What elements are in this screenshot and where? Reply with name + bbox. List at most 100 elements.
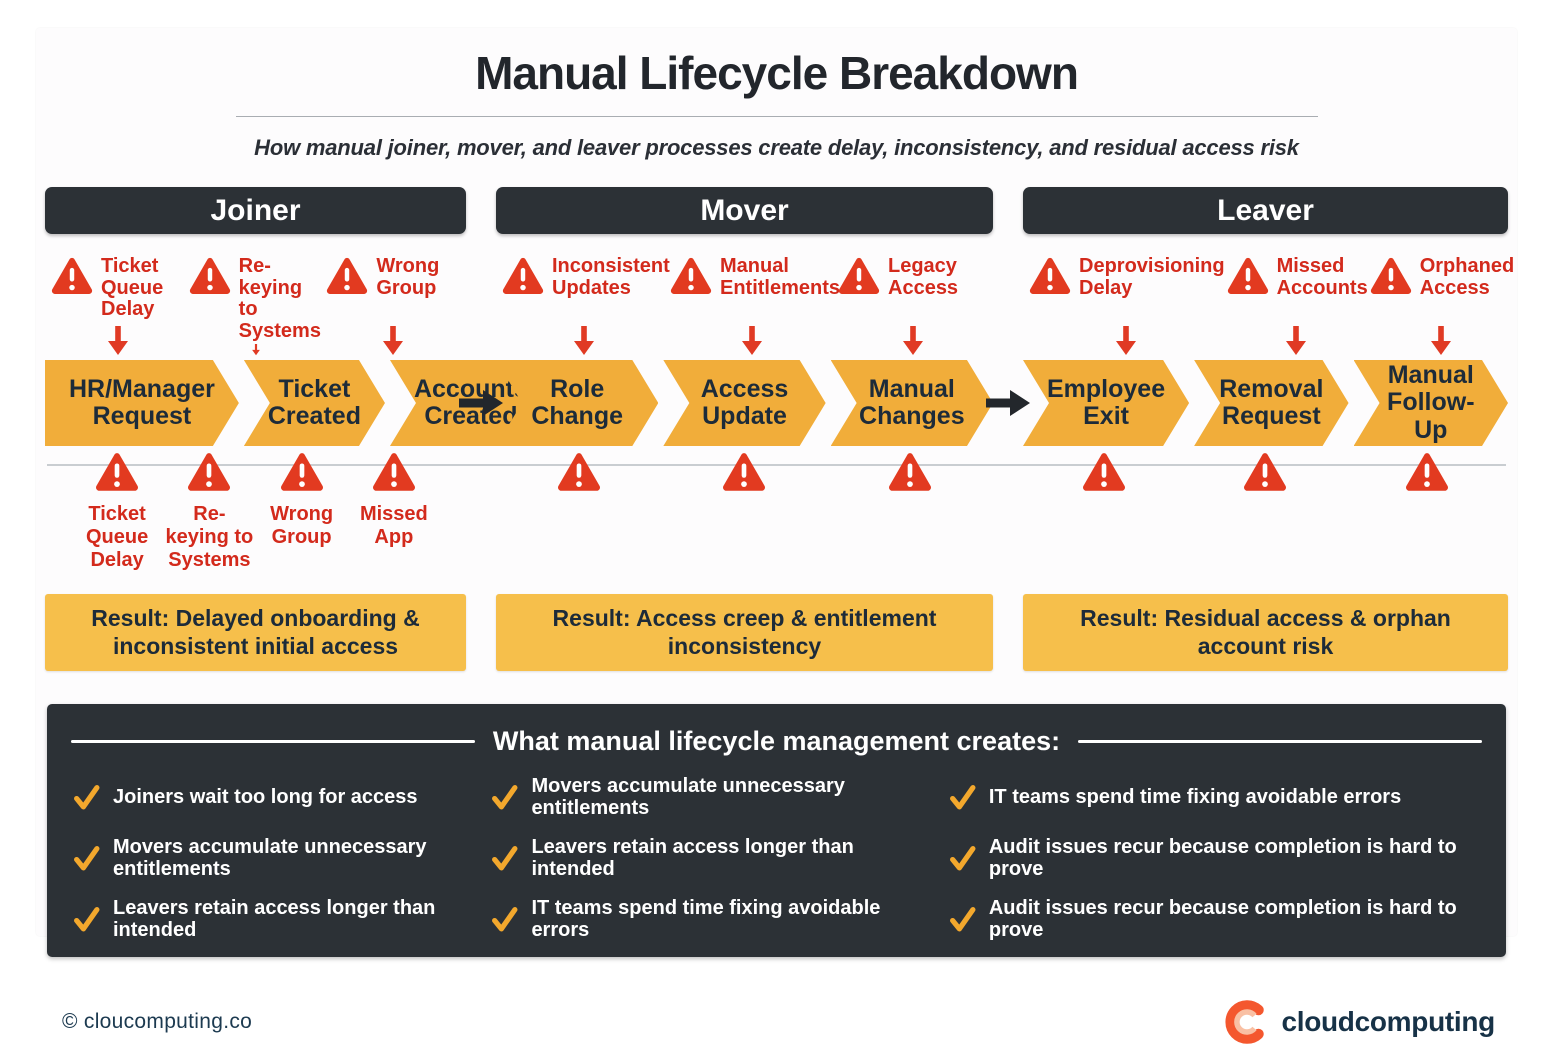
summary-item: Audit issues recur because completion is… xyxy=(949,836,1480,880)
summary-item-label: Movers accumulate unnecessary entitlemen… xyxy=(113,836,427,880)
step-chevron: Removal Request xyxy=(1194,360,1348,446)
summary-panel-header: What manual lifecycle management creates… xyxy=(47,722,1506,767)
checkmark-icon xyxy=(73,784,100,811)
leaver-result: Result: Residual access & orphan account… xyxy=(1023,594,1508,671)
warning-label: Wrong Group xyxy=(376,255,440,299)
result-label: Result: Access creep & entitlement incon… xyxy=(552,604,937,659)
warning-label: Re-keying to Systems xyxy=(165,503,254,571)
summary-item: Movers accumulate unnecessary entitlemen… xyxy=(491,775,934,819)
mover-bottom-warnings xyxy=(496,446,993,594)
warning-triangle-icon xyxy=(96,453,139,491)
warning-label: Deprovisioning Delay xyxy=(1079,255,1225,299)
warning-label: Wrong Group xyxy=(270,503,334,548)
mover-result: Result: Access creep & entitlement incon… xyxy=(496,594,993,671)
down-arrow-icon xyxy=(742,326,762,355)
warning-triangle-icon xyxy=(723,453,766,491)
summary-item-label: Joiners wait too long for access xyxy=(113,786,418,808)
flow-arrow-icon xyxy=(986,390,1030,416)
section-header-leaver: Leaver xyxy=(1023,187,1508,234)
joiner-to-mover-arrow xyxy=(459,360,503,446)
mover-top-warnings: Inconsistent Updates Manual Entitlements… xyxy=(496,234,993,360)
warning-triangle-icon xyxy=(372,453,415,491)
warning xyxy=(1080,449,1128,594)
step-chevron: Access Update xyxy=(663,360,825,446)
result-label: Result: Residual access & orphan account… xyxy=(1080,604,1451,659)
subtitle: How manual joiner, mover, and leaver pro… xyxy=(254,135,1299,160)
warning-label: Manual Entitlements xyxy=(720,255,841,299)
leaver-top-warnings: Deprovisioning Delay Missed Accounts Orp… xyxy=(1023,234,1514,360)
warning: Wrong Group xyxy=(324,254,462,356)
summary-item: Joiners wait too long for access xyxy=(73,775,477,819)
checkmark-icon xyxy=(73,845,100,872)
joiner-top-warnings: Ticket Queue Delay Re-keying to Systems … xyxy=(45,234,466,360)
warning-label: Ticket Queue Delay xyxy=(101,255,164,321)
joiner-steps: HR/Manager Request Ticket Created Accoun… xyxy=(45,360,466,446)
card: Manual Lifecycle Breakdown How manual jo… xyxy=(36,28,1517,957)
warning: Ticket Queue Delay xyxy=(71,449,163,594)
summary-item-label: Leavers retain access longer than intend… xyxy=(531,836,854,880)
warning-triangle-icon xyxy=(1370,257,1411,294)
checkmark-icon xyxy=(949,784,976,811)
footer: © cloucomputing.co cloudcomputing xyxy=(0,998,1553,1046)
warning-label: Ticket Queue Delay xyxy=(86,503,149,571)
result-label: Result: Delayed onboarding & inconsisten… xyxy=(91,604,420,659)
warning-triangle-icon xyxy=(189,257,230,294)
step-label: Manual Changes xyxy=(859,374,965,430)
joiner-result: Result: Delayed onboarding & inconsisten… xyxy=(45,594,466,671)
heading-divider-left xyxy=(71,740,475,743)
brand-name: cloudcomputing xyxy=(1281,1006,1495,1037)
summary-item: IT teams spend time fixing avoidable err… xyxy=(949,775,1480,819)
warning-triangle-icon xyxy=(1227,257,1268,294)
warning-triangle-icon xyxy=(1082,453,1125,491)
summary-panel-title: What manual lifecycle management creates… xyxy=(492,726,1061,756)
track-line xyxy=(47,464,1506,466)
warning: Legacy Access xyxy=(836,254,989,356)
warning-label: Orphaned Access xyxy=(1419,255,1515,299)
warning: Re-keying to Systems xyxy=(187,254,325,356)
down-arrow-icon xyxy=(1430,326,1451,355)
mover-steps: Role Change Access Update Manual Changes xyxy=(496,360,993,446)
title-divider xyxy=(235,116,1318,117)
summary-item-label: Audit issues recur because completion is… xyxy=(988,897,1457,941)
down-arrow-icon xyxy=(1115,326,1136,355)
warning: Ticket Queue Delay xyxy=(49,254,187,356)
warning-triangle-icon xyxy=(889,453,932,491)
warning-label: Re-keying to Systems xyxy=(238,255,321,342)
summary-item: Leavers retain access longer than intend… xyxy=(491,836,934,880)
section-header-mover: Mover xyxy=(496,187,993,234)
down-arrow-icon xyxy=(383,326,404,355)
page-title: Manual Lifecycle Breakdown xyxy=(475,47,1079,99)
warning xyxy=(555,449,603,594)
warning-triangle-icon xyxy=(557,453,600,491)
step-chevron: Manual Changes xyxy=(831,360,993,446)
summary-item-label: IT teams spend time fixing avoidable err… xyxy=(988,786,1402,808)
leaver-steps: Employee Exit Removal Request Manual Fol… xyxy=(1023,360,1508,446)
checkmark-icon xyxy=(73,906,100,933)
warning-triangle-icon xyxy=(327,257,368,294)
step-label: Ticket Created xyxy=(267,374,361,430)
step-chevron: Role Change xyxy=(496,360,658,446)
down-arrow-icon xyxy=(574,326,594,355)
warning-triangle-icon xyxy=(188,453,231,491)
down-arrow-icon xyxy=(251,344,260,356)
warning-triangle-icon xyxy=(670,257,712,294)
mover-to-leaver-arrow xyxy=(986,360,1030,446)
warning-triangle-icon xyxy=(51,257,93,294)
checkmark-icon xyxy=(491,906,518,933)
summary-item-label: IT teams spend time fixing avoidable err… xyxy=(531,897,881,941)
warning xyxy=(886,449,934,594)
down-arrow-icon xyxy=(1286,326,1307,355)
warning-triangle-icon xyxy=(838,257,880,294)
warning-label: Missed App xyxy=(359,503,428,548)
warning: Missed Accounts xyxy=(1225,254,1368,356)
warning-triangle-icon xyxy=(1244,453,1287,491)
section-header-label: Joiner xyxy=(210,193,301,227)
checkmark-icon xyxy=(949,906,976,933)
heading-divider-right xyxy=(1078,740,1482,743)
warning-label: Missed Accounts xyxy=(1276,255,1368,299)
step-chevron: Manual Follow-Up xyxy=(1354,360,1508,446)
summary-item-label: Leavers retain access longer than intend… xyxy=(113,897,436,941)
step-label: HR/Manager Request xyxy=(69,374,215,430)
header: Manual Lifecycle Breakdown How manual jo… xyxy=(36,28,1517,161)
